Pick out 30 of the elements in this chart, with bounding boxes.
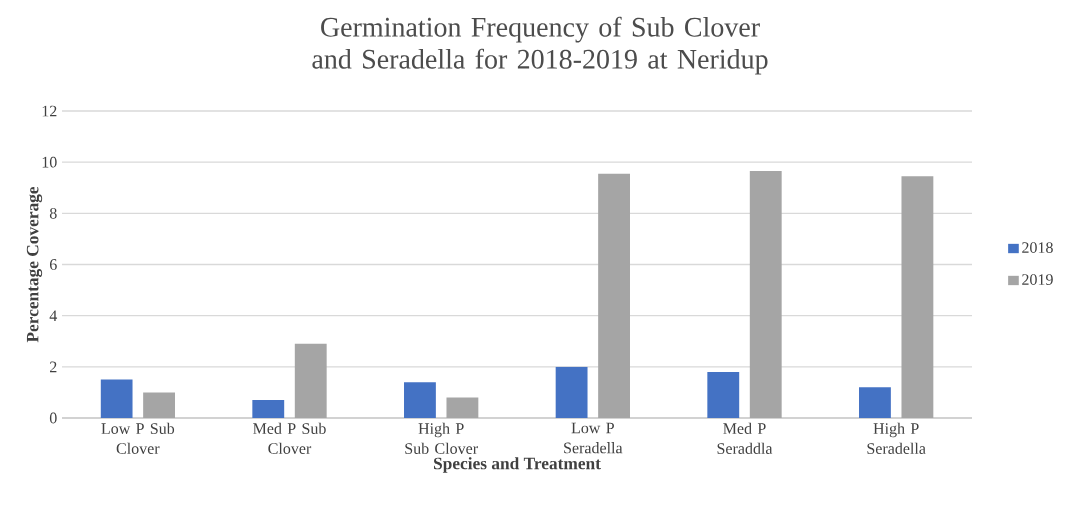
- bar: [555, 366, 588, 418]
- bar: [901, 176, 934, 418]
- bar: [598, 173, 630, 418]
- x-tick-label: Med P Seraddla: [717, 422, 773, 454]
- bar: [859, 387, 891, 418]
- bar: [143, 392, 175, 418]
- x-tick-label: Low P Seradella: [564, 422, 623, 454]
- bar: [446, 397, 479, 418]
- x-tick-label: High P Seradella: [867, 422, 926, 454]
- x-axis-title: Species and Treatment: [433, 457, 601, 473]
- y-tick-label: 8: [49, 207, 57, 219]
- x-tick-label: High P Sub Clover: [405, 422, 478, 454]
- legend-label: 2018: [1022, 242, 1053, 253]
- y-tick-label: 2: [50, 361, 57, 373]
- legend-label: 2019: [1022, 274, 1053, 285]
- y-tick-label: 4: [49, 310, 58, 321]
- bar: [707, 371, 740, 418]
- bar: [100, 379, 133, 418]
- y-axis-title: Percentage Coverage: [26, 186, 43, 343]
- bar: [294, 343, 327, 418]
- y-tick-label: 6: [49, 259, 57, 270]
- y-tick-label: 12: [42, 105, 57, 117]
- bar: [404, 382, 436, 418]
- x-tick-label: Low P Sub Clover: [101, 422, 175, 454]
- y-tick-label: 0: [49, 412, 57, 424]
- bar: [252, 400, 285, 418]
- bar: [749, 171, 782, 418]
- chart-title: Germination Frequency of Sub Clover and Seradella for 2018-2019 at Neridup: [312, 16, 768, 75]
- x-tick-label: Med P Sub Clover: [253, 422, 326, 454]
- y-tick-label: 10: [42, 156, 57, 168]
